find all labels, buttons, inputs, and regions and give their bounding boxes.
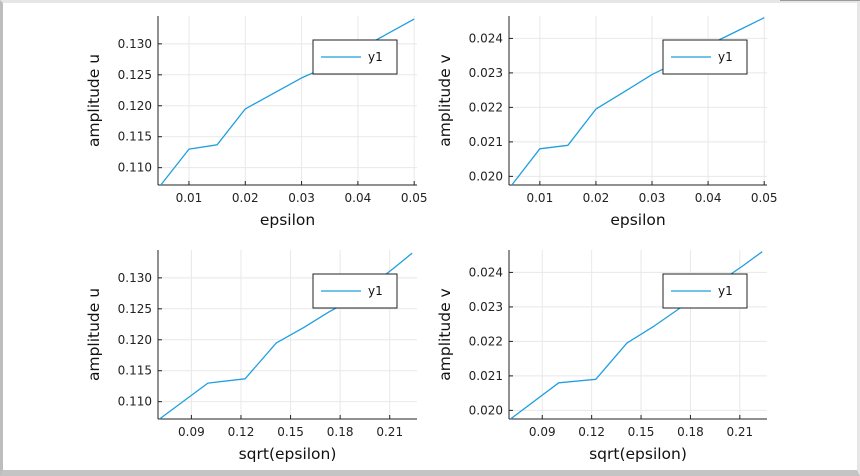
y-tick-label: 0.120: [118, 333, 152, 347]
x-tick-label: 0.15: [628, 425, 655, 439]
x-tick-label: 0.12: [578, 425, 605, 439]
subplot-3: 0.09 0.12 0.15 0.18 0.21 0.110 0.115 0.120 0.125…: [85, 250, 417, 463]
x-tick-label: 0.18: [677, 425, 704, 439]
y-tick-label: 0.115: [118, 364, 152, 378]
x-tick-label: 0.05: [401, 191, 428, 205]
x-tick-label: 0.18: [327, 425, 354, 439]
x-tick-label: 0.21: [376, 425, 403, 439]
x-axis-label: sqrt(epsilon): [589, 445, 687, 463]
x-tick-label: 0.09: [529, 425, 556, 439]
y-tick-label: 0.020: [469, 169, 503, 183]
y-tick-label: 0.120: [118, 99, 152, 113]
x-tick-label: 0.15: [277, 425, 304, 439]
x-tick-label: 0.02: [583, 191, 610, 205]
x-tick-label: 0.04: [345, 191, 372, 205]
y-tick-label: 0.021: [469, 369, 503, 383]
legend: y1: [662, 273, 748, 309]
series-line-1: [511, 17, 765, 186]
x-tick-label: 0.01: [526, 191, 553, 205]
y-axis-label: amplitude v: [436, 288, 454, 380]
y-tick-label: 0.023: [469, 66, 503, 80]
legend-label: y1: [368, 284, 383, 298]
y-tick-label: 0.130: [118, 37, 152, 51]
y-tick-label: 0.021: [469, 135, 503, 149]
y-axis-label: amplitude u: [85, 54, 103, 147]
legend-label: y1: [718, 284, 733, 298]
x-tick-label: 0.01: [176, 191, 203, 205]
x-tick-label: 0.02: [232, 191, 259, 205]
y-tick-label: 0.110: [118, 161, 152, 175]
x-tick-label: 0.12: [228, 425, 255, 439]
y-tick-label: 0.022: [469, 100, 503, 114]
legend: y1: [662, 39, 748, 75]
legend: y1: [312, 39, 398, 75]
x-tick-label: 0.04: [695, 191, 722, 205]
y-tick-label: 0.130: [118, 271, 152, 285]
y-tick-label: 0.023: [469, 300, 503, 314]
x-axis-label: epsilon: [610, 211, 665, 229]
window-edge: [780, 0, 860, 5]
y-axis-label: amplitude u: [85, 288, 103, 381]
x-tick-label: 0.03: [639, 191, 666, 205]
y-tick-label: 0.115: [118, 130, 152, 144]
series-line-1: [510, 251, 763, 420]
x-tick-label: 0.09: [178, 425, 205, 439]
y-tick-label: 0.022: [469, 334, 503, 348]
y-axis-label: amplitude v: [436, 54, 454, 146]
legend: y1: [312, 273, 398, 309]
y-tick-label: 0.020: [469, 403, 503, 417]
x-axis-label: sqrt(epsilon): [239, 445, 337, 463]
x-tick-label: 0.21: [726, 425, 753, 439]
x-tick-label: 0.03: [288, 191, 315, 205]
y-tick-label: 0.125: [118, 302, 152, 316]
y-tick-label: 0.024: [469, 265, 503, 279]
legend-label: y1: [368, 50, 383, 64]
subplot-4: 0.09 0.12 0.15 0.18 0.21 0.020 0.021 0.022 0.023…: [436, 250, 767, 463]
legend-label: y1: [718, 50, 733, 64]
y-tick-label: 0.110: [118, 395, 152, 409]
subplot-1: 0.01 0.02 0.03 0.04 0.05 0.110 0.115 0.120 0.125…: [85, 16, 428, 229]
x-axis-label: epsilon: [260, 211, 315, 229]
subplot-2: 0.01 0.02 0.03 0.04 0.05 0.020 0.021 0.022 0.023…: [436, 16, 778, 229]
y-tick-label: 0.125: [118, 68, 152, 82]
x-tick-label: 0.05: [751, 191, 778, 205]
y-tick-label: 0.024: [469, 31, 503, 45]
